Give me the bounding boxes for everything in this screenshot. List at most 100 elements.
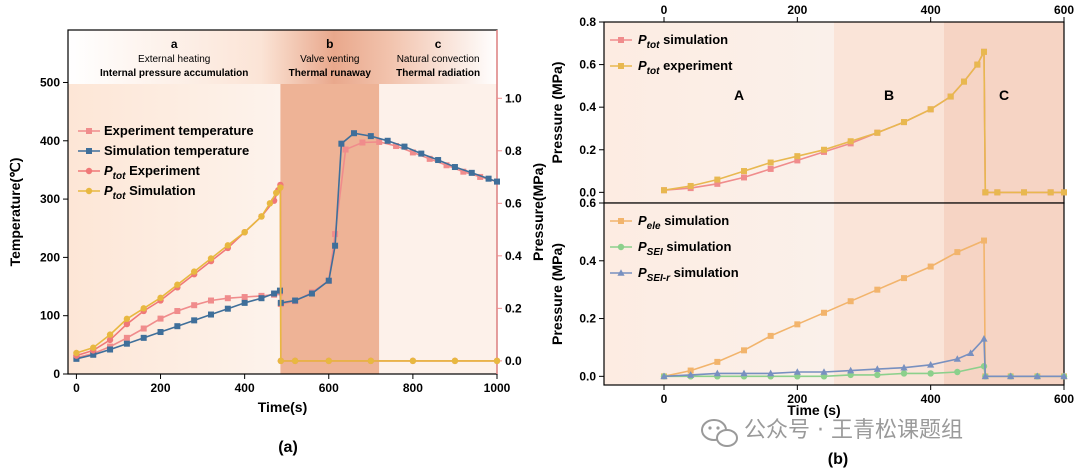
- data-point-sa3-12: [266, 200, 274, 207]
- watermark-text: 公众号 · 王青松课题组: [744, 418, 963, 443]
- region-b-bg: [280, 84, 380, 374]
- data-point-sa3-4: [140, 305, 147, 312]
- data-point-sa3-18: [367, 357, 375, 365]
- data-point-sa0-26: [460, 168, 467, 175]
- y2-tick-label-a: 0.0: [505, 354, 522, 368]
- y2-tick-label-a: 0.2: [505, 301, 522, 315]
- data-point-sb2-0-10: [927, 263, 934, 270]
- legend-marker-b1-1: [618, 63, 624, 69]
- data-point-sa1-26: [451, 164, 458, 171]
- legend-marker-a-1: [86, 148, 92, 154]
- data-point-sa3-8: [207, 255, 215, 262]
- legend-label-b1-1: Ptot experiment: [638, 58, 733, 77]
- data-point-sb1-1-18: [1047, 189, 1054, 196]
- data-point-sa3-1: [90, 344, 97, 351]
- data-point-sa3-2: [106, 331, 114, 338]
- data-point-sa1-7: [191, 317, 198, 324]
- y2-tick-label-a: 0.8: [505, 144, 522, 158]
- data-point-sb1-1-17: [1021, 189, 1027, 196]
- data-point-sb2-2-13: [980, 334, 988, 342]
- data-point-sa1-3: [123, 340, 130, 347]
- y-tick-label-b1: 0.8: [579, 15, 596, 29]
- data-point-sb2-2-15: [1007, 372, 1015, 380]
- data-point-sb2-2-10: [927, 360, 935, 368]
- y-tick-label-b1: 0.0: [579, 185, 596, 199]
- data-point-sa0-20: [359, 139, 366, 146]
- data-point-sa3-3: [123, 315, 131, 323]
- x-tick-label-top-b1: 400: [921, 3, 941, 17]
- data-point-sa0-6: [174, 308, 181, 315]
- x-tick-label-a: 600: [319, 381, 339, 395]
- legend-marker-b1-0: [618, 37, 624, 43]
- y-tick-label-b2: 0.4: [579, 254, 596, 268]
- data-point-sa0-23: [409, 149, 416, 156]
- phase-title-b: Thermal runaway: [289, 68, 372, 79]
- data-point-sb1-1-19: [1061, 189, 1067, 196]
- data-point-sa0-21: [376, 138, 383, 145]
- data-point-sa1-29: [494, 178, 500, 185]
- data-point-sa3-21: [493, 357, 501, 365]
- y-tick-label-b2: 0.2: [579, 312, 596, 326]
- data-point-sb2-0-9: [901, 275, 907, 282]
- legend-label-b1-0: Ptot simulation: [638, 32, 728, 51]
- data-point-sb1-0-2: [714, 180, 721, 187]
- legend-marker-b2-0: [618, 218, 624, 224]
- data-point-sa3-14: [277, 184, 284, 191]
- data-point-sb1-1-3: [741, 168, 747, 175]
- data-point-sa1-23: [401, 143, 408, 150]
- legend-marker-b2-2: [617, 269, 625, 276]
- region-letter-A: A: [734, 87, 744, 103]
- data-point-sb2-0-1: [687, 367, 694, 374]
- data-point-sb2-2-7: [847, 366, 855, 374]
- data-point-sb1-1-1: [687, 182, 694, 189]
- y-axis-label-a: Temperature(℃): [7, 158, 23, 267]
- data-point-sb2-0-5: [794, 321, 801, 328]
- x-tick-label-a: 400: [235, 381, 255, 395]
- y-axis-label-b1: Pressure (MPa): [549, 62, 565, 164]
- data-point-sa3-15: [277, 357, 285, 365]
- data-point-sa1-6: [174, 323, 181, 330]
- y-axis-label-b2: Pressure (MPa): [549, 243, 565, 345]
- data-point-sa1-11: [258, 295, 265, 302]
- data-point-sa3-0: [73, 349, 80, 357]
- data-point-sb1-0-3: [741, 174, 747, 181]
- region-bg-1-0: [604, 22, 834, 203]
- data-point-sa1-28: [485, 175, 492, 182]
- data-point-sb2-2-12: [967, 349, 975, 357]
- data-point-sa1-20: [351, 130, 357, 137]
- data-point-sa1-10: [241, 299, 248, 306]
- y-tick-label-b1: 0.6: [579, 58, 596, 72]
- x-tick-label-a: 1000: [484, 381, 511, 395]
- region-bg-2-0: [604, 203, 834, 385]
- data-point-sa3-16: [291, 357, 299, 365]
- data-point-sa1-22: [384, 137, 391, 144]
- data-point-sa1-2: [107, 346, 114, 353]
- data-point-sb2-1-12: [980, 363, 988, 370]
- region-letter-B: B: [884, 87, 894, 103]
- legend-marker-b2-1: [617, 243, 625, 251]
- y-tick-label-b2: 0.6: [579, 196, 596, 210]
- data-point-sa0-5: [157, 315, 164, 322]
- data-point-sa3-10: [241, 228, 248, 236]
- phase-letter-c: c: [435, 37, 442, 51]
- legend-label-b2-2: PSEI-r simulation: [638, 265, 739, 284]
- region-c-bg: [379, 84, 497, 374]
- data-point-sb2-2-3: [740, 369, 748, 377]
- data-point-sa1-16: [308, 290, 315, 297]
- data-point-sa1-1: [90, 351, 97, 358]
- data-point-sa1-27: [468, 169, 475, 176]
- y2-axis-label-a: Pressure(MPa): [530, 163, 546, 261]
- data-point-sb2-2-16: [1033, 372, 1041, 380]
- data-point-sb1-1-0: [661, 187, 667, 194]
- y-tick-label-a: 0: [53, 367, 60, 381]
- data-point-sa0-19: [342, 146, 349, 153]
- data-point-sb2-2-4: [767, 369, 775, 377]
- data-point-sa2-3: [123, 320, 131, 328]
- phase-header-bg: [68, 30, 497, 84]
- panel-b-top: A B C 0.0 0.2 0.4 0.6 0.8 0 200 400 600 Pressure (MP…: [549, 3, 1074, 204]
- legend-marker-a-2: [85, 167, 93, 175]
- data-point-sa1-19: [338, 140, 345, 147]
- data-point-sa1-17: [325, 277, 332, 284]
- phase-desc-c: Natural convection: [397, 54, 480, 65]
- data-point-sa3-9: [224, 242, 232, 249]
